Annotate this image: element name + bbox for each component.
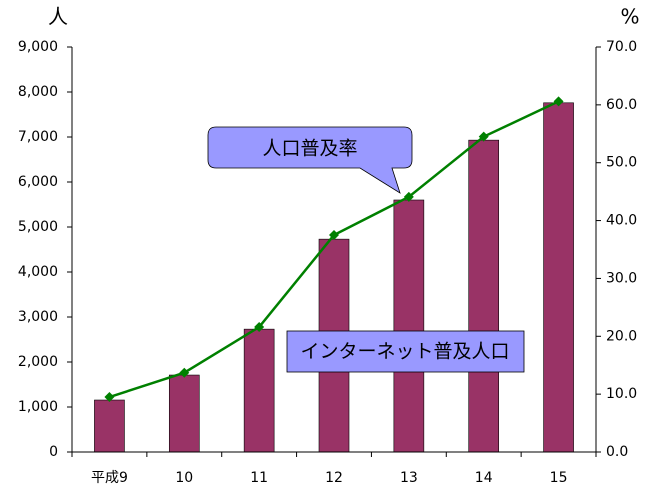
y-tick-label: 3,000 [18, 309, 58, 325]
x-tick-label: 10 [175, 470, 193, 486]
y-tick-label: 5,000 [18, 219, 58, 235]
marker [254, 322, 265, 333]
bar [543, 102, 574, 453]
y-tick-label: 1,000 [18, 399, 58, 415]
marker [329, 230, 339, 241]
y2-tick-label: 70.0 [606, 39, 637, 55]
y2-tick-label: 10.0 [606, 386, 637, 402]
callout [286, 330, 525, 373]
y2-tick-label: 40.0 [606, 213, 637, 229]
x-tick-label: 11 [250, 470, 268, 486]
y2-tick-label: 20.0 [606, 328, 637, 344]
y-tick-label: 6,000 [18, 174, 58, 190]
marker [553, 96, 564, 107]
x-tick-label: 15 [550, 470, 568, 486]
marker [104, 392, 115, 403]
y2-tick-label: 50.0 [606, 155, 637, 171]
bar [393, 199, 425, 453]
y2-tick-label: 0.0 [606, 444, 628, 460]
bar [168, 374, 200, 453]
marker [478, 131, 489, 142]
y-tick-label: 8,000 [18, 84, 58, 100]
bar [94, 399, 125, 453]
y2-axis-label: % [620, 5, 639, 29]
marker [403, 191, 414, 202]
bar [243, 328, 275, 453]
callout [207, 126, 413, 194]
x-tick-label: 14 [475, 470, 493, 486]
y-tick-label: 7,000 [18, 129, 58, 145]
callout-text: インターネット普及人口 [300, 341, 509, 363]
x-tick-label: 平成9 [91, 470, 128, 486]
callout-text: 人口普及率 [262, 138, 357, 160]
x-tick-label: 13 [400, 470, 418, 486]
y-axis-label: 人 [48, 5, 68, 29]
y-tick-label: 4,000 [18, 264, 58, 280]
y2-tick-label: 30.0 [606, 270, 637, 286]
y-tick-label: 9,000 [18, 39, 58, 55]
bar [468, 139, 500, 453]
marker [179, 367, 190, 378]
x-tick-label: 12 [325, 470, 343, 486]
y2-tick-label: 60.0 [606, 97, 637, 113]
y-tick-label: 0 [49, 444, 58, 460]
y-tick-label: 2,000 [18, 354, 58, 370]
